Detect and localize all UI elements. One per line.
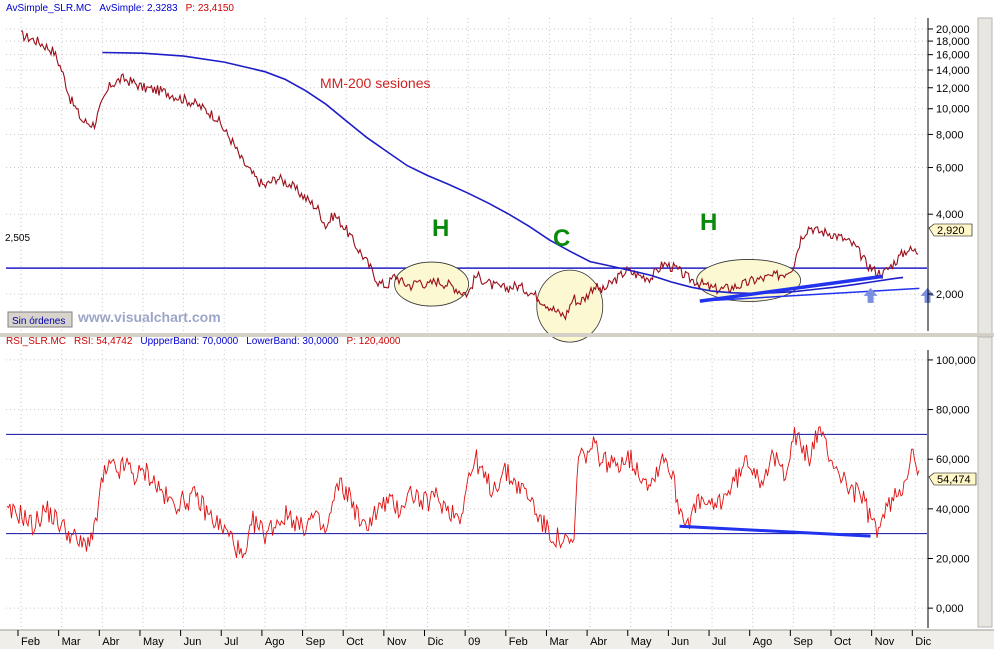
price-scrollbar[interactable] bbox=[977, 17, 993, 335]
ma-200-line bbox=[102, 51, 904, 295]
price-last-value: 2,920 bbox=[937, 225, 965, 237]
rsi-bands bbox=[6, 433, 927, 535]
level-label: 2,505 bbox=[5, 233, 30, 244]
ma-label: MM-200 sesiones bbox=[320, 75, 431, 91]
x-tick-label: Dic bbox=[428, 636, 444, 648]
rsi-divergence-trendline bbox=[679, 524, 871, 538]
price-arrows bbox=[863, 287, 935, 303]
x-tick-label: Jun bbox=[671, 636, 689, 648]
title-part: P: 120,4000 bbox=[347, 336, 401, 347]
rsi-y-tick-label: 20,000 bbox=[936, 554, 970, 566]
x-tick-label: 09 bbox=[468, 636, 480, 648]
title-part: AvSimple: 2,3283 bbox=[99, 3, 178, 14]
price-y-tick-label: 10,000 bbox=[936, 104, 970, 116]
price-y-tick-label: 8,000 bbox=[936, 129, 964, 141]
price-y-tick-label: 16,000 bbox=[936, 50, 970, 62]
rsi-trendlines bbox=[679, 524, 871, 538]
price-y-tick-label: 18,000 bbox=[936, 36, 970, 48]
rsi-scrollbar[interactable] bbox=[977, 336, 993, 628]
up-arrow-icon bbox=[920, 287, 935, 303]
x-tick-label: May bbox=[143, 636, 164, 648]
title-part: RSI_SLR.MC bbox=[6, 336, 66, 347]
price-y-tick-label: 4,000 bbox=[936, 209, 964, 221]
x-tick-label: Ago bbox=[265, 636, 285, 648]
x-tick-label: Mar bbox=[549, 636, 568, 648]
price-last-value-badge: 2,920 bbox=[928, 223, 973, 237]
rsi-panel-title: RSI_SLR.MC RSI: 54,4742 UppperBand: 70,000… bbox=[6, 336, 401, 347]
x-tick-label: Oct bbox=[834, 636, 851, 648]
rsi-last-value: 54,474 bbox=[937, 474, 971, 486]
price-y-tick-label: 20,000 bbox=[936, 24, 970, 36]
x-tick-label: Dic bbox=[915, 636, 931, 648]
pattern-label-c: C bbox=[553, 225, 570, 252]
price-y-tick-label: 12,000 bbox=[936, 83, 970, 95]
price-y-tick-label: 2,000 bbox=[936, 289, 964, 301]
support-trendline-thin bbox=[699, 287, 920, 302]
price-series bbox=[20, 30, 919, 321]
x-tick-label: Nov bbox=[875, 636, 895, 648]
x-tick-label: Nov bbox=[387, 636, 407, 648]
title-part: UppperBand: 70,0000 bbox=[140, 336, 238, 347]
x-tick-label: Ago bbox=[753, 636, 773, 648]
orders-button[interactable]: Sin órdenes bbox=[7, 311, 73, 328]
orders-button-label[interactable]: Sin órdenes bbox=[12, 316, 65, 327]
x-tick-label: Mar bbox=[62, 636, 81, 648]
x-tick-label: Oct bbox=[346, 636, 363, 648]
rsi-y-tick-label: 40,000 bbox=[936, 504, 970, 516]
price-y-axis: 2,000 4,000 6,000 8,000 10,000 12,000 14,000 16… bbox=[927, 18, 970, 331]
price-panel: AvSimple_SLR.MC AvSimple: 2,3283 P: 23,415… bbox=[5, 3, 993, 343]
rsi-panel: RSI_SLR.MC RSI: 54,4742 UppperBand: 70,000… bbox=[6, 336, 993, 628]
pattern-label-h-2: H bbox=[700, 209, 717, 236]
rsi-y-tick-label: 100,000 bbox=[936, 355, 976, 367]
rsi-grid bbox=[6, 350, 927, 628]
title-part: P: 23,4150 bbox=[186, 3, 235, 14]
rsi-line bbox=[6, 425, 920, 559]
x-tick-label: Jul bbox=[712, 636, 726, 648]
price-y-tick-label: 6,000 bbox=[936, 163, 964, 175]
up-arrow-icon bbox=[863, 287, 878, 303]
price-panel-title: AvSimple_SLR.MC AvSimple: 2,3283 P: 23,415… bbox=[6, 3, 234, 14]
x-tick-label: Abr bbox=[590, 636, 607, 648]
rsi-y-tick-label: 80,000 bbox=[936, 405, 970, 417]
rsi-y-tick-label: 0,000 bbox=[936, 603, 964, 615]
title-part: RSI: 54,4742 bbox=[74, 336, 133, 347]
pattern-label-h-1: H bbox=[432, 215, 449, 242]
watermark: www.visualchart.com bbox=[77, 309, 221, 325]
rsi-y-axis: 0,000 20,000 40,000 60,000 80,000 100,000 bbox=[927, 350, 976, 628]
x-tick-label: May bbox=[631, 636, 652, 648]
support-trendline-thick bbox=[699, 274, 884, 303]
price-y-tick-label: 14,000 bbox=[936, 65, 970, 77]
panel-divider[interactable] bbox=[0, 333, 994, 337]
x-tick-label: Sep bbox=[793, 636, 813, 648]
x-tick-label: Jul bbox=[224, 636, 238, 648]
x-tick-label: Abr bbox=[102, 636, 119, 648]
price-line bbox=[20, 30, 919, 321]
title-part: LowerBand: 30,0000 bbox=[246, 336, 339, 347]
rsi-y-tick-label: 60,000 bbox=[936, 454, 970, 466]
price-trendlines bbox=[699, 274, 920, 303]
x-tick-label: Feb bbox=[21, 636, 40, 648]
x-axis: Feb Mar Abr May Jun Jul Ago Sep Oct Nov Dic 09 Feb Ma… bbox=[0, 629, 994, 649]
x-tick-label: Jun bbox=[184, 636, 202, 648]
x-tick-label: Sep bbox=[306, 636, 326, 648]
rsi-last-value-badge: 54,474 bbox=[928, 472, 977, 486]
x-tick-label: Feb bbox=[509, 636, 528, 648]
rsi-series bbox=[6, 425, 920, 559]
title-part: AvSimple_SLR.MC bbox=[6, 3, 91, 14]
